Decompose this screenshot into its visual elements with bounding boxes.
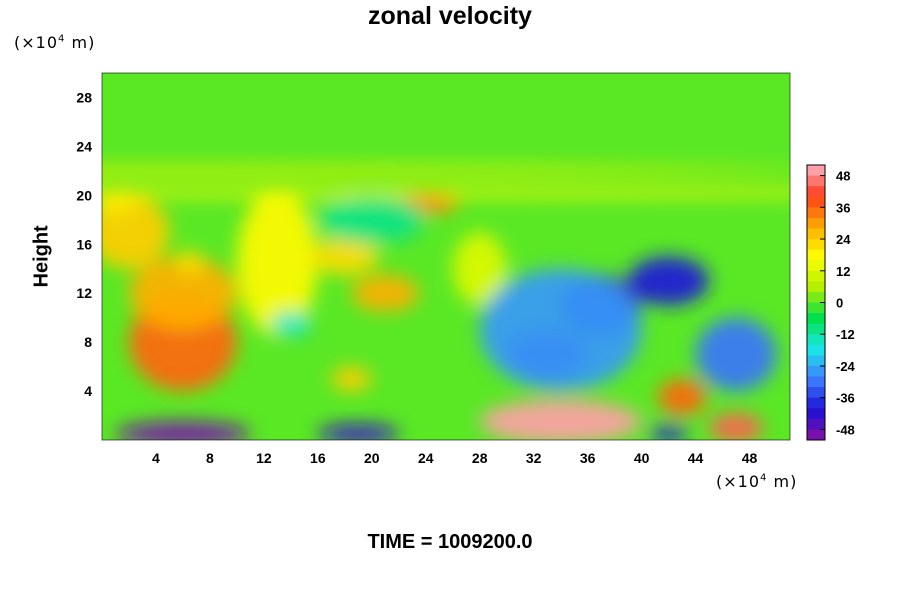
x-tick-label: 8: [206, 450, 214, 466]
x-tick-label: 12: [256, 450, 272, 466]
x-axis: 4 8 12 16 20 24 28 32 36 40 44 48: [152, 450, 757, 466]
colorbar-tick-label: 36: [836, 200, 850, 215]
y-tick-label: 28: [76, 89, 92, 105]
colorbar-band: [807, 228, 825, 240]
colorbar-tick-label: -36: [836, 391, 855, 406]
x-tick-label: 36: [580, 450, 596, 466]
field-feature: [479, 399, 642, 440]
x-tick-label: 40: [634, 450, 650, 466]
colorbar-band: [807, 323, 825, 335]
field-feature: [628, 256, 710, 306]
field-feature: [311, 238, 379, 275]
plot-area: [101, 72, 791, 441]
colorbar-band: [807, 365, 825, 378]
colorbar-band: [807, 387, 825, 399]
colorbar-tick-label: -48: [836, 422, 855, 437]
field-feature: [331, 366, 372, 392]
colorbar-band: [807, 186, 825, 198]
field-feature: [115, 421, 251, 440]
colorbar-band: [807, 291, 825, 303]
colorbar-band: [807, 334, 825, 346]
field-feature: [128, 256, 237, 330]
colorbar-tick-label: 0: [836, 296, 843, 311]
y-tick-label: 8: [84, 334, 92, 350]
field-feature: [317, 424, 399, 440]
y-axis: 4 8 12 16 20 24 28: [76, 89, 92, 399]
x-tick-label: 20: [364, 450, 380, 466]
x-tick-label: 16: [310, 450, 326, 466]
colorbar-band: [807, 302, 825, 314]
colorbar-band: [807, 281, 825, 293]
colorbar-tick-label: 24: [836, 232, 851, 247]
field-feature: [102, 195, 170, 269]
field-feature: [657, 378, 707, 416]
colorbar-band: [807, 249, 825, 261]
colorbar-tick-label: -24: [836, 359, 856, 374]
field-feature: [452, 232, 507, 306]
plot-frame: [101, 72, 791, 441]
field-feature: [709, 413, 764, 440]
colorbar-band: [807, 408, 825, 420]
field-feature: [176, 250, 204, 275]
x-tick-label: 24: [418, 450, 434, 466]
colorbar-tick-label: 12: [836, 264, 850, 279]
colorbar-band: [807, 355, 825, 367]
y-tick-label: 12: [76, 285, 92, 301]
field-feature: [317, 195, 426, 245]
colorbar-band: [807, 217, 825, 229]
y-tick-label: 16: [76, 236, 92, 252]
field-feature: [270, 311, 312, 337]
colorbar: 48 36 24 12 0 -12 -24 -36 -48: [806, 164, 856, 441]
colorbar-band: [807, 207, 825, 219]
field-feature: [102, 189, 136, 214]
colorbar-band: [807, 429, 825, 441]
colorbar-band: [807, 260, 825, 272]
x-tick-label: 32: [526, 450, 542, 466]
chart-title: zonal velocity: [368, 2, 532, 30]
y-tick-label: 4: [84, 383, 92, 399]
colorbar-band: [807, 397, 825, 409]
field-feature: [479, 268, 642, 392]
colorbar-band: [807, 270, 825, 282]
time-label: TIME = 1009200.0: [367, 531, 533, 553]
field-feature: [695, 317, 777, 392]
x-unit-label: (×104 m): [716, 472, 798, 491]
colorbar-band: [807, 239, 825, 251]
y-tick-label: 24: [76, 138, 92, 154]
field-feature: [236, 189, 318, 337]
x-tick-label: 4: [152, 450, 160, 466]
x-tick-label: 44: [688, 450, 704, 466]
colorbar-tick-label: 48: [836, 169, 850, 184]
colorbar-band: [807, 418, 825, 430]
y-unit-label: (×104 m): [14, 33, 96, 52]
colorbar-tick-label: -12: [836, 327, 855, 342]
colorbar-band: [807, 165, 825, 177]
colorbar-band: [807, 196, 825, 208]
velocity-field: [102, 164, 790, 440]
x-tick-label: 48: [742, 450, 758, 466]
field-feature: [351, 274, 420, 312]
field-feature: [102, 164, 790, 177]
y-tick-label: 20: [76, 187, 92, 203]
field-feature: [648, 426, 689, 440]
x-tick-label: 28: [472, 450, 488, 466]
colorbar-band: [807, 376, 825, 388]
colorbar-band: [807, 313, 825, 325]
colorbar-band: [807, 344, 825, 356]
colorbar-band: [807, 175, 825, 187]
